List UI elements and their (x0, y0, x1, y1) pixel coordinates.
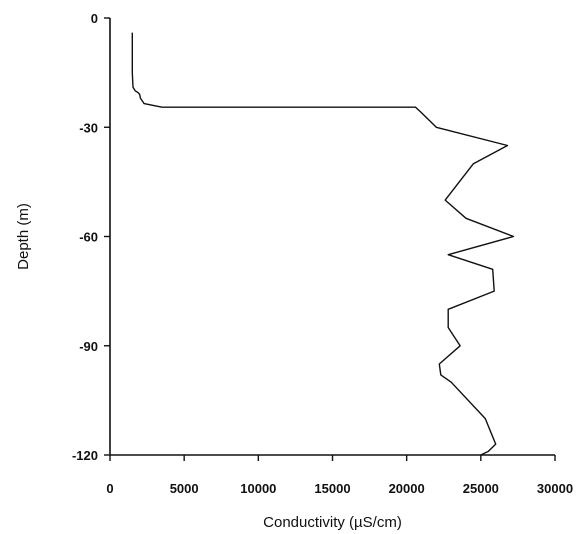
series-group (131, 32, 515, 456)
plot-area: 0 -30 -60 -90 -120 0 5000 10000 15000 20000 25000… (72, 11, 573, 496)
x-tick-label: 15000 (314, 481, 350, 496)
y-axis-label: Depth (m) (15, 203, 32, 270)
x-tick-label: 5000 (170, 481, 199, 496)
conductivity-profile-line (131, 32, 515, 456)
x-axis-label: Conductivity (µS/cm) (263, 514, 402, 531)
x-tick-label: 30000 (537, 481, 573, 496)
y-tick-label: -60 (79, 230, 98, 245)
x-tick-label: 10000 (240, 481, 276, 496)
x-tick-label: 0 (106, 481, 113, 496)
x-tick-label: 20000 (389, 481, 425, 496)
y-tick-label: -120 (72, 448, 98, 463)
x-tick-label: 25000 (463, 481, 499, 496)
y-tick-label: -30 (79, 120, 98, 135)
y-tick-label: -90 (79, 339, 98, 354)
y-tick-label: 0 (91, 11, 98, 26)
x-axis-ticks: 0 5000 10000 15000 20000 25000 30000 (106, 455, 573, 496)
y-axis-ticks: 0 -30 -60 -90 -120 (72, 11, 110, 463)
